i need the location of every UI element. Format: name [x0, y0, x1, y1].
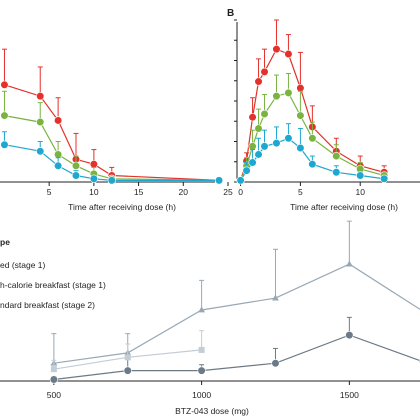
panel-a-x-tick-label: 20	[179, 187, 189, 197]
panel-b-data-point	[236, 176, 245, 185]
panel-a-data-point	[0, 80, 9, 89]
panel-c-data-point	[49, 375, 58, 384]
panel-b-data-point	[296, 83, 305, 93]
panel-b-data-point	[308, 134, 317, 143]
panel-b-series-0-line	[240, 48, 385, 181]
panel-c-data-point	[271, 359, 280, 368]
panel-a-x-tick-label: 10	[89, 187, 99, 197]
panel-b-data-point	[332, 151, 341, 161]
legend: pe ed (stage 1) h-calorie breakfast (sta…	[0, 237, 106, 310]
panel-a-x-tick-label: 25	[223, 187, 233, 197]
panel-b-data-point	[296, 111, 305, 120]
panel-b-x-tick-label: 0	[238, 187, 243, 197]
panel-b-data-point	[332, 168, 341, 177]
panel-b-data-point	[272, 45, 281, 54]
panel-b-data-point	[284, 134, 293, 143]
panel-c-data-point	[345, 260, 353, 267]
panel-b-data-point	[272, 139, 281, 148]
panel-a-chart: 5 10 15 20 25 Time after receiving dose (h)	[0, 48, 233, 212]
panel-a-data-point	[36, 92, 45, 101]
panel-c-data-point	[50, 366, 57, 373]
panel-c-x-tick-label: 500	[47, 390, 61, 400]
panel-a-x-axis-title: Time after receiving dose (h)	[68, 202, 176, 212]
panel-b-data-point	[260, 109, 269, 119]
panel-c-data-point	[197, 366, 206, 375]
panel-a-data-point	[54, 116, 63, 125]
panel-c-series-0-line	[53, 334, 420, 381]
legend-item-fasted: ed (stage 1)	[0, 260, 46, 270]
panel-c-data-point	[124, 354, 131, 361]
panel-c-series	[49, 220, 420, 384]
panel-c-data-point	[198, 346, 205, 353]
panel-b-data-point	[248, 113, 257, 122]
panel-b-data-point	[248, 158, 257, 167]
panel-b-data-point	[254, 77, 263, 86]
panel-b-chart: B 0 5 10 Time after receiving dose (h)	[227, 8, 420, 212]
panel-a-x-tick-label: 5	[47, 187, 52, 197]
panel-b-x-tick-label: 10	[355, 187, 365, 197]
panel-b-data-point	[242, 166, 251, 175]
panel-b-data-point	[380, 174, 389, 183]
panel-a-x-tick-label: 15	[134, 187, 144, 197]
panel-a-data-point	[0, 111, 9, 120]
panel-a-data-point	[71, 161, 81, 170]
panel-c-data-point	[198, 306, 206, 313]
panel-b-data-point	[296, 143, 305, 153]
panel-a-data-point	[0, 140, 9, 149]
panel-a-data-point	[107, 176, 116, 185]
panel-b-data-point	[248, 142, 257, 151]
panel-b-data-point	[260, 67, 269, 76]
panel-c-data-point	[123, 366, 132, 375]
panel-a-data-point	[54, 161, 63, 170]
panel-b-data-point	[284, 88, 293, 97]
panel-c-x-tick-label: 1000	[192, 390, 211, 400]
panel-c-chart: 500 1000 1500 BTZ-043 dose (mg)	[0, 220, 420, 416]
panel-b-series	[236, 19, 389, 185]
panel-b-data-point	[356, 171, 365, 180]
panel-b-x-tick-label: 5	[298, 187, 303, 197]
panel-a-series	[0, 48, 224, 185]
panel-b-data-point	[272, 92, 281, 101]
legend-item-standard: ndard breakfast (stage 2)	[0, 300, 95, 310]
legend-item-high-calorie: h-calorie breakfast (stage 1)	[0, 280, 106, 290]
panel-a-data-point	[89, 174, 98, 183]
panel-a-data-point	[36, 117, 45, 127]
panel-c-x-axis-title: BTZ-043 dose (mg)	[175, 406, 249, 416]
panel-c-data-point	[272, 294, 279, 301]
legend-title: pe	[0, 237, 10, 247]
panel-b-data-point	[260, 142, 269, 151]
panel-a-data-point	[214, 176, 224, 185]
panel-a-ticks: 5 10 15 20 25	[47, 182, 233, 197]
panel-c-ticks: 500 1000 1500	[47, 381, 359, 400]
panel-b-data-point	[308, 160, 317, 169]
panel-b-letter: B	[227, 8, 234, 19]
panel-b-data-point	[254, 150, 263, 159]
panel-a-data-point	[71, 171, 81, 180]
panel-c-data-point	[345, 331, 354, 340]
panel-a-series-0-line	[4, 84, 220, 181]
panel-a-data-point	[36, 147, 45, 156]
panel-a-data-point	[89, 160, 98, 169]
panel-b-data-point	[254, 124, 263, 133]
panel-a-data-point	[54, 150, 63, 159]
panel-b-data-point	[284, 49, 293, 59]
panel-c-x-tick-label: 1500	[340, 390, 359, 400]
panel-b-x-axis-title: Time after receiving dose (h)	[290, 202, 398, 212]
panel-c-series-1-line	[53, 263, 420, 364]
